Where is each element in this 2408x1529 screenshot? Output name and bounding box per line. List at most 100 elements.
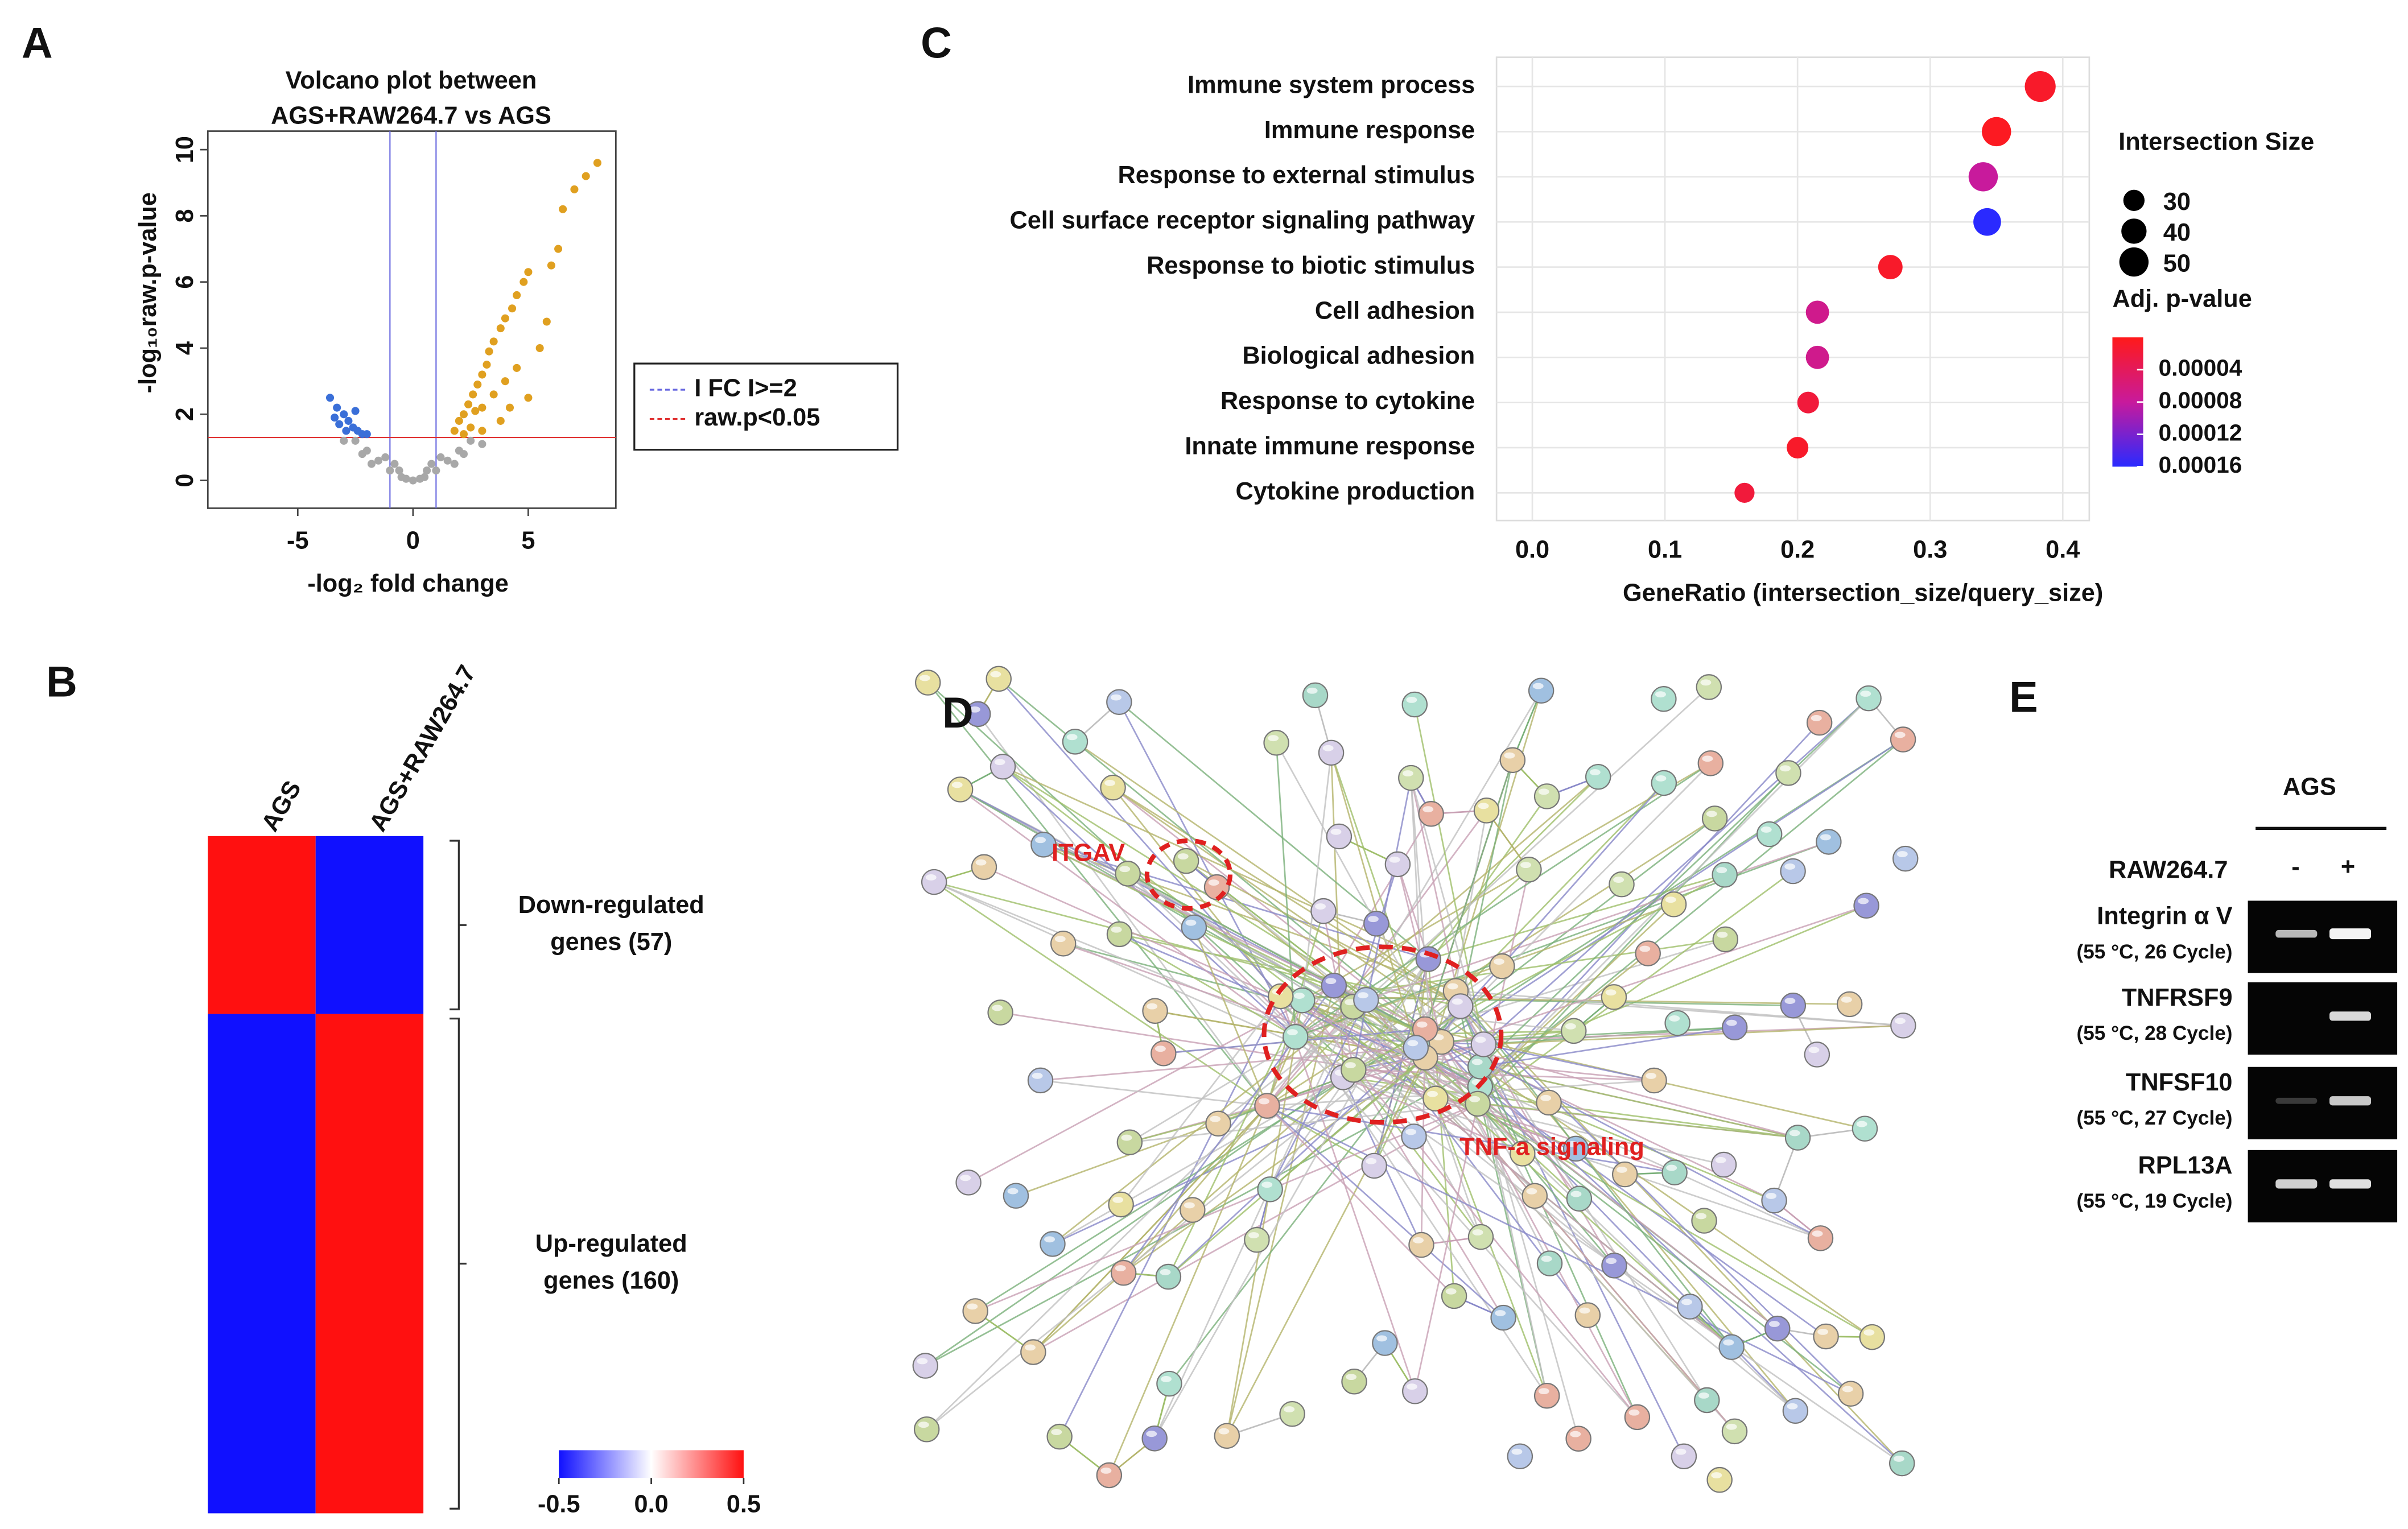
- x-tick-label: 5: [521, 527, 535, 554]
- network-node: [1890, 1013, 1916, 1039]
- node-highlight: [1259, 1098, 1270, 1105]
- node-highlight: [1287, 1029, 1298, 1036]
- network-node: [1027, 1067, 1054, 1094]
- x-tick-label: -5: [287, 527, 308, 554]
- node-highlight: [1646, 1073, 1657, 1079]
- network-node: [1180, 1197, 1206, 1223]
- node-highlight: [1422, 806, 1434, 813]
- point: [542, 317, 551, 326]
- y-tick-label: 8: [171, 209, 199, 222]
- network-node: [1310, 898, 1337, 924]
- category-label: Immune response: [1264, 117, 1475, 144]
- size-key-label: 30: [2163, 188, 2191, 216]
- point: [342, 427, 351, 435]
- network-node: [912, 1353, 939, 1379]
- network-edge: [1441, 1041, 1903, 1464]
- network-node: [1263, 730, 1289, 756]
- network-node: [1696, 674, 1722, 700]
- network-edge: [1353, 1069, 1504, 1319]
- lane-label: +: [2341, 853, 2355, 881]
- network-edge: [1353, 1006, 1574, 1032]
- network-node: [1691, 1208, 1717, 1234]
- point: [570, 185, 579, 193]
- network-edge: [1193, 927, 1268, 1106]
- point: [432, 466, 440, 475]
- size-key: [2123, 189, 2145, 211]
- node-highlight: [1784, 998, 1796, 1005]
- network-node: [1522, 1183, 1548, 1209]
- node-highlight: [1044, 1236, 1055, 1243]
- point: [501, 314, 509, 323]
- chart-title: Volcano plot between: [286, 67, 537, 94]
- network-node: [1020, 1339, 1046, 1365]
- node-highlight: [1768, 1321, 1780, 1327]
- point: [524, 268, 533, 276]
- node-highlight: [1570, 1431, 1581, 1437]
- point: [390, 460, 399, 468]
- gel-lane-strip: [2248, 900, 2398, 973]
- gel-row-title: RAW264.7: [2109, 856, 2228, 883]
- y-tick-label: 10: [171, 136, 199, 163]
- network-node: [1853, 892, 1879, 919]
- gene-label: Integrin α V: [2097, 903, 2232, 930]
- network-node: [1448, 993, 1474, 1019]
- panel-label: C: [921, 19, 952, 68]
- dot: [1878, 255, 1903, 280]
- point: [467, 436, 475, 445]
- node-highlight: [1471, 1059, 1483, 1065]
- node-highlight: [1389, 856, 1400, 863]
- legend-title: Intersection Size: [2118, 129, 2314, 156]
- network-edge: [1428, 874, 1725, 960]
- node-highlight: [951, 782, 963, 788]
- node-highlight: [1606, 1258, 1617, 1264]
- node-highlight: [1210, 1115, 1221, 1122]
- network-edge: [1266, 1105, 1455, 1297]
- network-edge: [1280, 996, 1416, 1392]
- node-highlight: [1817, 1328, 1829, 1335]
- network-node: [1536, 1250, 1563, 1276]
- point: [455, 416, 463, 425]
- node-highlight: [1445, 1288, 1457, 1295]
- row-label: genes (57): [550, 928, 672, 956]
- network-edge: [1353, 1069, 1655, 1081]
- network-edge: [1435, 762, 1712, 1041]
- network-node: [1671, 1443, 1697, 1469]
- network-node: [1761, 1187, 1787, 1214]
- network-node: [1775, 760, 1801, 786]
- network-node: [1721, 1014, 1748, 1041]
- network-edge: [1275, 742, 1297, 1037]
- node-highlight: [1293, 993, 1305, 999]
- point: [362, 430, 371, 439]
- node-highlight: [1007, 1188, 1019, 1195]
- point: [374, 456, 383, 465]
- dot: [1797, 391, 1819, 414]
- node-highlight: [1376, 1335, 1387, 1342]
- point: [467, 423, 475, 432]
- node-highlight: [1032, 1072, 1043, 1079]
- node-highlight: [1407, 1040, 1419, 1047]
- network-edge: [1343, 1076, 1798, 1139]
- network-edge: [1410, 778, 1426, 1058]
- network-edge: [1040, 1080, 1268, 1107]
- node-highlight: [1700, 679, 1712, 686]
- node-highlight: [1427, 1090, 1438, 1097]
- network-node: [1782, 1398, 1809, 1424]
- point: [335, 420, 344, 428]
- network-edge: [1459, 1006, 1796, 1412]
- category-label: Innate immune response: [1185, 432, 1475, 460]
- node-highlight: [1322, 745, 1334, 751]
- network-edge: [1459, 1006, 1524, 1154]
- colorbar-tick-label: 0.00016: [2159, 452, 2242, 478]
- network-edge: [1154, 958, 1429, 1439]
- network-edge: [1302, 999, 1733, 1348]
- category-label: Response to biotic stimulus: [1147, 252, 1475, 279]
- node-highlight: [1766, 1193, 1777, 1199]
- network-node: [1601, 1253, 1627, 1279]
- network-node: [1408, 1232, 1434, 1258]
- network-node: [1528, 677, 1555, 704]
- network-node: [1721, 1418, 1748, 1445]
- network-node: [1664, 1010, 1690, 1036]
- node-highlight: [1416, 1021, 1428, 1028]
- network-node: [1718, 1334, 1745, 1360]
- node-highlight: [1538, 1388, 1549, 1395]
